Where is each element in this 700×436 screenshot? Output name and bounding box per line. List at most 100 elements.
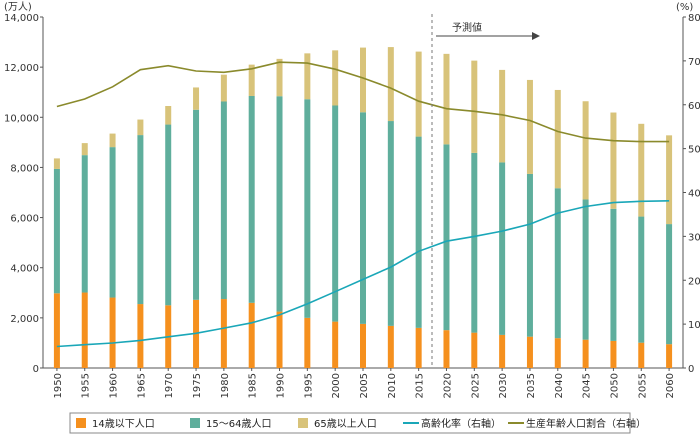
bar-segment xyxy=(304,53,311,100)
bar-segment xyxy=(332,105,339,322)
bar-segment xyxy=(220,74,227,102)
bar-segment xyxy=(276,58,283,97)
right-tick-label: 10 xyxy=(688,320,700,331)
x-tick-label: 1985 xyxy=(248,373,259,398)
legend-swatch xyxy=(190,418,200,428)
bar-segment xyxy=(137,304,144,368)
bar-segment xyxy=(526,173,533,337)
bar-segment xyxy=(387,325,394,368)
bar-segment xyxy=(81,155,88,293)
right-tick-label: 60 xyxy=(688,101,700,112)
bar-segment xyxy=(387,121,394,326)
x-tick-label: 1965 xyxy=(136,373,147,398)
right-axis-unit: (%) xyxy=(676,2,693,13)
bar-segment xyxy=(304,317,311,368)
bar-segment xyxy=(109,147,116,298)
bar-segment xyxy=(582,199,589,340)
right-tick-label: 40 xyxy=(688,189,700,200)
bar-segment xyxy=(499,162,506,335)
legend-label: 生産年齢人口割合（右軸） xyxy=(526,417,646,430)
bar-segment xyxy=(582,339,589,368)
x-tick-label: 2030 xyxy=(498,373,509,398)
x-tick-label: 2000 xyxy=(331,373,342,398)
x-tick-label: 1995 xyxy=(303,373,314,398)
bar-segment xyxy=(360,323,366,368)
bar-segment xyxy=(332,50,339,106)
bar-segment xyxy=(554,338,561,368)
right-tick-label: 80 xyxy=(688,13,700,24)
bar-segment xyxy=(582,101,589,200)
bar-segment xyxy=(248,95,255,303)
right-tick-label: 50 xyxy=(688,145,700,156)
bar-segment xyxy=(137,119,144,136)
x-tick-label: 1950 xyxy=(53,373,64,398)
bar-segment xyxy=(165,124,172,306)
bar-segment xyxy=(415,136,422,328)
bar-segment xyxy=(610,208,617,341)
left-tick-label: 0 xyxy=(33,364,39,375)
bar-segment xyxy=(526,79,533,174)
legend-box xyxy=(69,412,631,434)
bar-segment xyxy=(443,53,450,145)
bar-segment xyxy=(499,334,506,368)
bar-segment xyxy=(360,47,366,113)
right-tick-label: 30 xyxy=(688,232,700,243)
x-tick-label: 2045 xyxy=(582,373,593,398)
left-tick-label: 12,000 xyxy=(4,63,39,74)
bar-series-group xyxy=(53,47,673,368)
right-tick-label: 0 xyxy=(688,364,694,375)
forecast-annotation: 予測値 xyxy=(431,14,540,368)
left-tick-label: 10,000 xyxy=(4,113,39,124)
bar-segment xyxy=(220,101,227,300)
bar-segment xyxy=(526,336,533,368)
bar-segment xyxy=(415,51,422,137)
chart-legend: 14歳以下人口 15～64歳人口 65歳以上人口 高齢化率（右軸） 生産年齢人口割合（右… xyxy=(69,412,646,434)
bar-segment xyxy=(109,133,116,148)
x-tick-label: 1960 xyxy=(109,373,120,398)
x-tick-label: 2015 xyxy=(415,373,426,398)
bar-segment xyxy=(109,297,116,368)
bar-segment xyxy=(360,112,366,324)
line-series xyxy=(56,200,670,348)
legend-label: 15～64歳人口 xyxy=(206,418,271,430)
bar-segment xyxy=(666,224,673,345)
bar-segment xyxy=(332,321,339,368)
left-tick-label: 8,000 xyxy=(10,163,39,174)
bar-segment xyxy=(443,330,450,368)
bar-segment xyxy=(248,302,255,368)
bar-segment xyxy=(304,99,311,318)
bar-segment xyxy=(638,216,645,343)
x-tick-label: 2035 xyxy=(526,373,537,398)
x-tick-label: 1955 xyxy=(81,373,92,398)
chart-axes: 0 2,000 4,000 6,000 8,000 10,000 12,000 14,000 0… xyxy=(4,13,700,398)
x-tick-label: 2005 xyxy=(359,373,370,398)
bar-segment xyxy=(471,60,478,153)
x-tick-label: 1990 xyxy=(276,373,287,398)
bar-segment xyxy=(53,158,60,169)
x-tick-label: 2010 xyxy=(387,373,398,398)
bar-segment xyxy=(499,69,506,163)
bar-segment xyxy=(638,123,645,217)
legend-label: 65歳以上人口 xyxy=(314,418,377,430)
left-tick-label: 4,000 xyxy=(10,264,39,275)
legend-label: 14歳以下人口 xyxy=(92,418,155,430)
bar-segment xyxy=(193,87,200,110)
legend-swatch xyxy=(298,418,308,428)
bar-segment xyxy=(53,293,60,368)
left-tick-label: 2,000 xyxy=(10,314,39,325)
right-tick-label: 20 xyxy=(688,276,700,287)
x-tick-label: 1970 xyxy=(164,373,175,398)
bar-segment xyxy=(248,64,255,96)
right-tick-label: 70 xyxy=(688,57,700,68)
bar-segment xyxy=(81,292,88,368)
bar-segment xyxy=(220,299,227,368)
bar-segment xyxy=(165,106,172,125)
left-tick-label: 14,000 xyxy=(4,13,39,24)
x-tick-label: 2020 xyxy=(442,373,453,398)
bar-segment xyxy=(81,143,88,156)
bar-segment xyxy=(610,112,617,209)
bar-segment xyxy=(554,89,561,189)
left-axis-unit: (万人) xyxy=(4,1,32,13)
bar-segment xyxy=(276,311,283,368)
line-series-group xyxy=(56,61,670,348)
